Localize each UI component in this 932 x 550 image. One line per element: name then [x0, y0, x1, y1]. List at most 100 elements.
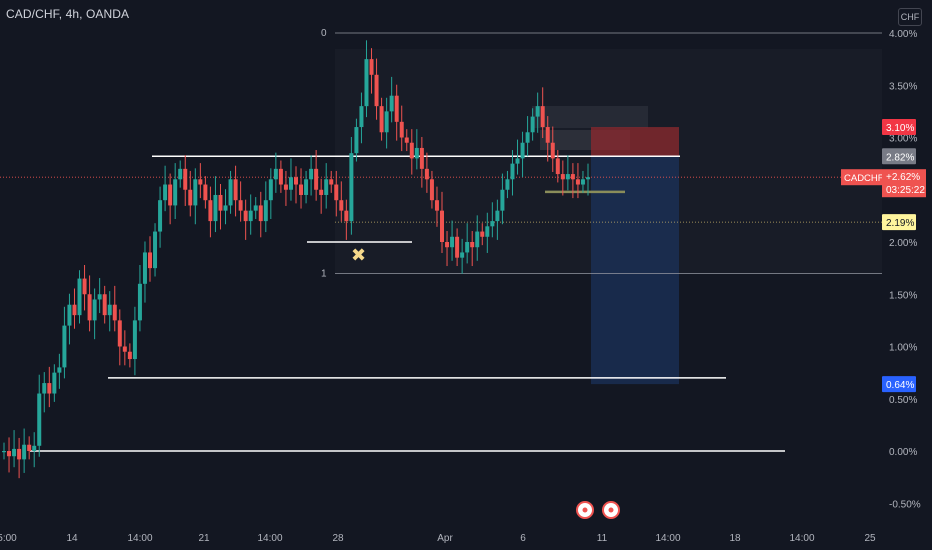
candle-body — [112, 304, 117, 321]
candle-body — [404, 137, 409, 143]
candle-body — [218, 194, 223, 211]
candle-body — [329, 179, 334, 185]
candle-body — [414, 147, 419, 159]
candle-body — [183, 168, 188, 190]
candle-body — [203, 184, 208, 201]
candle-body — [168, 184, 173, 206]
y-tick-label: 4.00% — [889, 29, 917, 40]
price-label-bg — [882, 119, 916, 136]
candle-body — [309, 168, 314, 180]
candle-body — [288, 177, 293, 190]
x-tick-label: Apr — [437, 533, 453, 544]
currency-button[interactable]: CHF — [898, 8, 922, 26]
candle-body — [565, 174, 570, 180]
candle-body — [228, 179, 233, 206]
y-tick-label: 1.50% — [889, 290, 917, 301]
y-tick-label: -0.50% — [889, 499, 921, 510]
candle-body — [122, 346, 127, 352]
candle-body — [500, 189, 505, 211]
candle-body — [510, 163, 515, 180]
candle-body — [107, 304, 112, 316]
price-label-bg — [882, 214, 916, 231]
x-tick-label: 6 — [520, 533, 526, 544]
candle-body — [47, 383, 52, 394]
candle-body — [137, 283, 142, 321]
stop-zone — [591, 127, 679, 157]
x-tick-label: 14:00 — [127, 533, 152, 544]
time-axis: 5:00 14 14:00 21 14:00 28 Apr 6 11 14:00 18 14:00 25 — [0, 501, 876, 544]
candle-body — [17, 448, 22, 460]
candle-body — [283, 184, 288, 190]
candle-body — [379, 106, 384, 133]
candle-body — [243, 210, 248, 222]
y-tick-label: 0.00% — [889, 447, 917, 458]
candle-body — [465, 242, 470, 253]
candle-body — [540, 106, 545, 128]
x-tick-label: 11 — [597, 533, 608, 544]
candle-body — [490, 221, 495, 227]
y-tick-label: 0.50% — [889, 395, 917, 406]
candle-body — [57, 367, 62, 373]
candle-body — [570, 174, 575, 180]
candle-body — [248, 210, 253, 222]
candle-body — [359, 106, 364, 128]
y-tick-label: 3.50% — [889, 81, 917, 92]
candle-body — [399, 121, 404, 138]
candle-body — [268, 179, 273, 201]
candle-body — [339, 200, 344, 211]
candle-body — [67, 304, 72, 326]
price-label-bg — [882, 148, 916, 165]
candle-body — [77, 278, 82, 316]
candle-body — [72, 304, 77, 316]
candle-body — [485, 226, 490, 237]
candle-body — [102, 294, 107, 316]
chart-title: CAD/CHF, 4h, OANDA — [6, 7, 130, 21]
candle-body — [97, 294, 102, 300]
candle-body — [158, 200, 163, 232]
candle-body — [394, 95, 399, 122]
candle-body — [384, 111, 389, 133]
candle-body — [560, 174, 565, 180]
candle-body — [545, 127, 550, 143]
candle-body — [344, 210, 349, 222]
x-tick-label: 14:00 — [655, 533, 680, 544]
candles — [2, 40, 590, 479]
candle-body — [334, 184, 339, 201]
candle-body — [7, 451, 12, 457]
candle-body — [304, 179, 309, 195]
x-marker: ✖ — [351, 245, 366, 266]
candle-body — [92, 299, 97, 321]
candle-body — [127, 351, 132, 360]
candle-body — [364, 59, 369, 107]
candle-body — [153, 231, 158, 269]
candle-body — [470, 242, 475, 248]
price-label-text: 2.19% — [886, 218, 914, 229]
position-zones — [532, 106, 679, 385]
x-tick-label: 5:00 — [0, 533, 17, 544]
candle-body — [324, 179, 329, 195]
candle-body — [575, 179, 580, 185]
candle-body — [198, 179, 203, 185]
candle-body — [258, 205, 263, 222]
x-tick-label: 14:00 — [789, 533, 814, 544]
candle-body — [132, 320, 137, 360]
candle-body — [424, 168, 429, 180]
candle-body — [193, 179, 198, 206]
y-tick-label: 2.00% — [889, 238, 917, 249]
candle-body — [409, 142, 414, 159]
candle-body — [42, 383, 47, 394]
price-label-text: 2.82% — [886, 152, 914, 163]
candle-body — [223, 205, 228, 211]
candle-body — [163, 184, 168, 201]
candle-body — [148, 252, 152, 269]
change-label: +2.62% — [886, 172, 920, 183]
x-tick-label: 21 — [198, 533, 210, 544]
candle-body — [314, 168, 319, 190]
change-label-bg — [882, 169, 926, 198]
candle-body — [440, 210, 444, 242]
candle-body — [505, 179, 510, 190]
candle-body — [82, 278, 87, 295]
target-zone — [591, 156, 679, 385]
candle-body — [117, 320, 122, 347]
